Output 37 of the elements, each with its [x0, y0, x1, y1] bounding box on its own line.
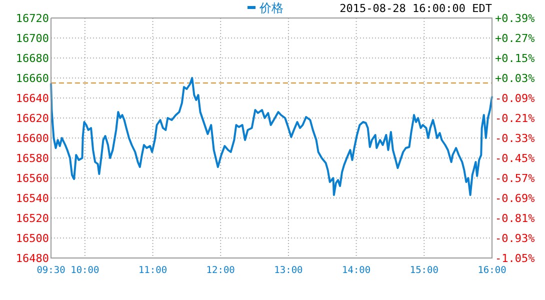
x-tick-label: 16:00: [478, 265, 507, 276]
y2-tick-label: -0.09%: [495, 92, 536, 105]
y2-tick-label: -0.33%: [495, 132, 536, 145]
x-tick-label: 13:00: [274, 265, 304, 276]
y-tick-label: 16560: [16, 172, 49, 185]
y2-tick-label: -0.21%: [495, 112, 536, 125]
x-tick-label: 11:00: [138, 265, 168, 276]
x-tick-label: 10:00: [70, 265, 100, 276]
y-tick-label: 16620: [16, 112, 49, 125]
y-tick-label: 16500: [16, 232, 49, 245]
y-tick-label: 16580: [16, 152, 49, 165]
y2-tick-label: -0.57%: [495, 172, 536, 185]
y2-tick-label: -0.69%: [495, 192, 536, 205]
y-tick-label: 16600: [16, 132, 49, 145]
x-tick-label: 14:00: [342, 265, 371, 276]
y2-tick-label: -0.81%: [495, 212, 536, 225]
y2-tick-label: +0.27%: [495, 32, 536, 45]
y-tick-label: 16680: [16, 52, 49, 65]
x-tick-label: 15:00: [410, 265, 439, 276]
x-tick-label: 09:30: [36, 265, 66, 276]
y-tick-label: 16660: [16, 72, 49, 85]
chart-subtitle: 2015-08-28 16:00:00 EDT: [340, 2, 492, 15]
y2-tick-label: +0.39%: [495, 12, 536, 25]
y2-tick-label: -0.45%: [495, 152, 536, 165]
y-tick-label: 16480: [16, 252, 49, 265]
y-tick-label: 16520: [16, 212, 49, 225]
y2-tick-label: -0.93%: [495, 232, 536, 245]
legend-label: 价格: [258, 1, 284, 15]
y-tick-label: 16720: [16, 12, 49, 25]
x-tick-label: 12:00: [206, 265, 236, 276]
y2-tick-label: +0.03%: [495, 72, 536, 85]
y-tick-label: 16640: [16, 92, 49, 105]
legend: 价格: [248, 1, 284, 15]
y-tick-label: 16700: [16, 32, 49, 45]
y2-tick-label: -1.05%: [495, 252, 536, 265]
y-tick-label: 16540: [16, 192, 49, 205]
y2-tick-label: +0.15%: [495, 52, 536, 65]
